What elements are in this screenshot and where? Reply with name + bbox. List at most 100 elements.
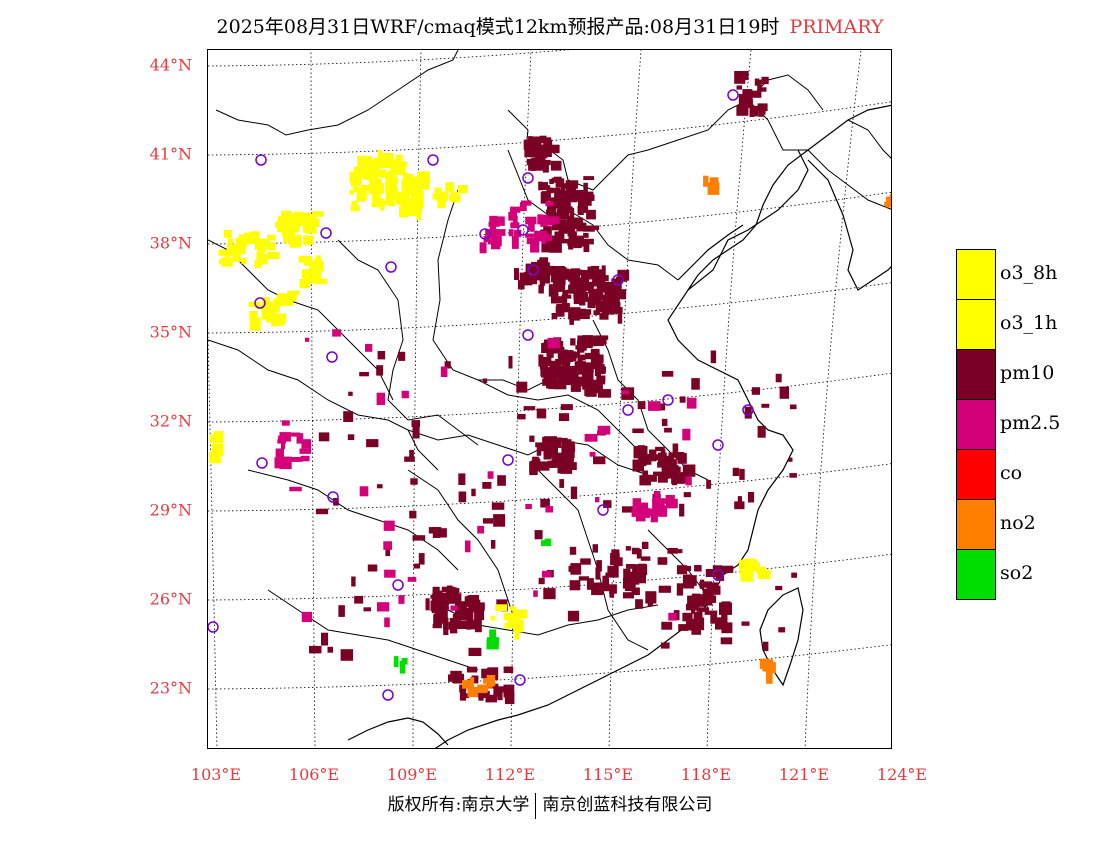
legend-swatch [956,549,996,600]
pollutant-cell [531,163,536,171]
pollutant-cell [586,209,596,220]
pollutant-cell [573,286,582,299]
pollutant-cell [299,448,312,454]
pollutant-cell [549,447,555,459]
pollutant-cell [721,622,733,634]
pollutant-cell [471,488,476,497]
pollutant-cell [574,361,586,372]
pollutant-cell [343,411,354,422]
legend-swatch [956,449,996,500]
pollutant-cell [757,425,766,438]
pollutant-cell [636,509,646,522]
pollutant-cell [385,195,398,201]
pollutant-cell [592,275,605,287]
pollutant-cell [459,688,466,701]
coastline [434,149,809,748]
pollutant-cell [487,637,499,645]
pollutant-cell [686,565,692,571]
pollutant-cell [449,593,462,603]
legend-label: no2 [1000,512,1036,534]
pollutant-cell [550,160,562,171]
pollutant-cell [462,608,474,621]
pollutant-cell [376,169,387,178]
longitude-label: 115°E [582,765,634,784]
pollutant-cell [562,297,568,309]
pollutant-cell [367,564,378,572]
pollutant-cell [477,525,485,534]
pollutant-cell [648,401,661,411]
pollutant-cell [366,439,379,448]
pollutant-cell [567,231,573,237]
pollutant-cell [354,166,366,176]
pollutant-cell [598,389,611,398]
pollutant-cell [557,460,566,474]
pollutant-cell [778,627,786,633]
pollutant-cell [377,351,386,360]
copyright-separator [535,792,537,819]
pollutant-cell [526,237,538,245]
pollutant-cell [529,464,538,476]
pollutant-cell [588,281,594,294]
pollutant-cell [661,461,672,475]
pollutant-cell [413,563,420,569]
pollutant-cell [545,201,554,207]
pollutant-cell [451,191,459,198]
pollutant-cell [668,612,677,621]
pollutant-cell [590,348,600,359]
pollutant-cell [539,271,551,284]
pollutant-cell [282,300,294,306]
pollutant-cell [632,428,644,434]
legend-swatch [956,299,996,350]
pollutant-cell [530,239,540,253]
pollutant-cell [591,353,598,358]
pollutant-cell [779,386,789,399]
pollutant-cell [642,470,648,476]
pollutant-cell [720,565,734,573]
pollutant-cell [599,282,608,293]
pollutant-cell [678,624,688,631]
pollutant-cell [266,318,272,323]
pollutant-cell [536,161,546,170]
pollutant-cell [550,296,564,304]
legend-item: o3_1h [956,299,1096,350]
pollutant-cell [541,147,552,157]
pollutant-cell [538,284,544,294]
pollutant-cell [551,313,558,320]
pollutant-cell [601,265,606,277]
pollutant-cell [504,691,515,705]
pollutant-cell [547,216,560,224]
pollutant-cell [340,649,353,661]
pollutant-cell [347,434,355,440]
pollutant-cell [631,547,640,555]
pollutant-cell [661,418,668,427]
pollutant-cell [482,518,493,524]
pollutant-cell [514,628,519,640]
pollutant-cell [549,179,554,184]
pollutant-cell [452,614,465,621]
pollutant-cell [752,562,761,572]
pollutant-cell [591,354,604,364]
korea-outline [807,159,891,291]
station-marker [320,227,332,239]
pollutant-cell [525,504,532,510]
pollutant-cell [303,235,314,245]
station-marker [662,394,674,406]
pollutant-cell [524,147,535,158]
pollutant-cell [304,276,317,284]
pollutant-cell [761,76,769,85]
station-marker [392,579,404,591]
pollutant-cell [551,219,561,231]
pollutant-cell [289,432,301,437]
pollutant-cell [440,595,446,604]
pollutant-cell [638,445,646,451]
pollutant-cell [560,186,565,198]
pollutant-cell [304,255,313,266]
pollutant-cell [439,608,448,621]
pollutant-cell [363,607,371,612]
pollutant-cell [565,188,574,194]
pollutant-cell [226,244,239,254]
pollutant-cell [300,455,310,462]
pollutant-cell [431,607,439,614]
longitude-gridline [310,50,316,748]
pollutant-cell [775,585,783,591]
